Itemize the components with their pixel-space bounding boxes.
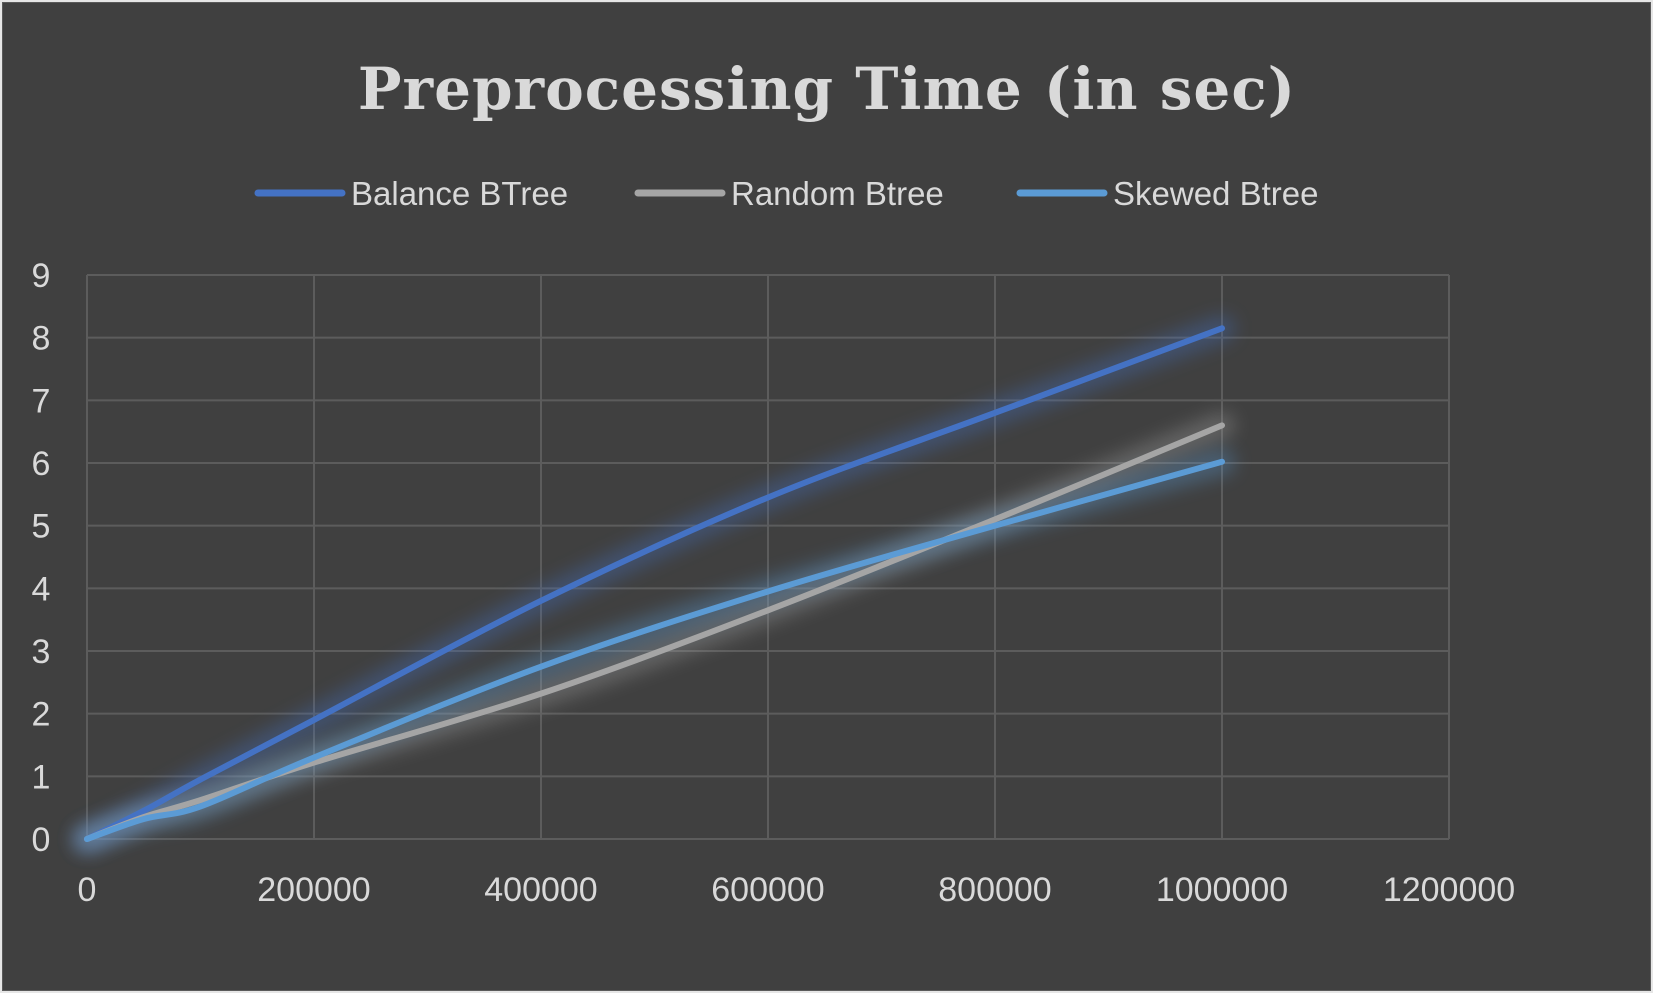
x-tick-label: 1200000 [1383,871,1515,909]
x-tick-label: 400000 [484,871,597,909]
x-tick-label: 600000 [711,871,824,909]
x-tick-label: 0 [78,871,97,909]
legend-label: Skewed Btree [1113,175,1318,212]
x-tick-label: 200000 [257,871,370,909]
chart-title: Preprocessing Time (in sec) [358,55,1296,123]
line-chart: Preprocessing Time (in sec) 0 1 2 3 4 5 6 7 8 9 0 2… [32,55,1516,909]
x-tick-label: 800000 [938,871,1051,909]
y-tick-label: 8 [32,320,51,358]
y-tick-label: 0 [32,821,51,859]
x-tick-label: 1000000 [1156,871,1288,909]
axis-tick-labels: 0 1 2 3 4 5 6 7 8 9 0 200000 400000 600000 800000 10000… [32,257,1516,909]
y-tick-label: 4 [32,570,51,608]
y-tick-label: 1 [32,758,51,796]
series-glow-effects [74,315,1235,852]
legend-label: Random Btree [731,175,944,212]
legend: Balance BTree Random Btree Skewed Btree [254,175,1318,212]
y-tick-label: 5 [32,508,51,546]
y-tick-label: 2 [32,696,51,734]
series-line-0 [84,325,1225,842]
y-tick-label: 3 [32,633,51,671]
y-tick-label: 7 [32,382,51,420]
y-tick-label: 6 [32,445,51,483]
series-glow [74,315,1235,852]
series-line-2 [84,458,1225,842]
series-line-1 [84,422,1225,842]
series-lines [84,325,1225,842]
legend-label: Balance BTree [351,175,568,212]
y-tick-label: 9 [32,257,51,295]
